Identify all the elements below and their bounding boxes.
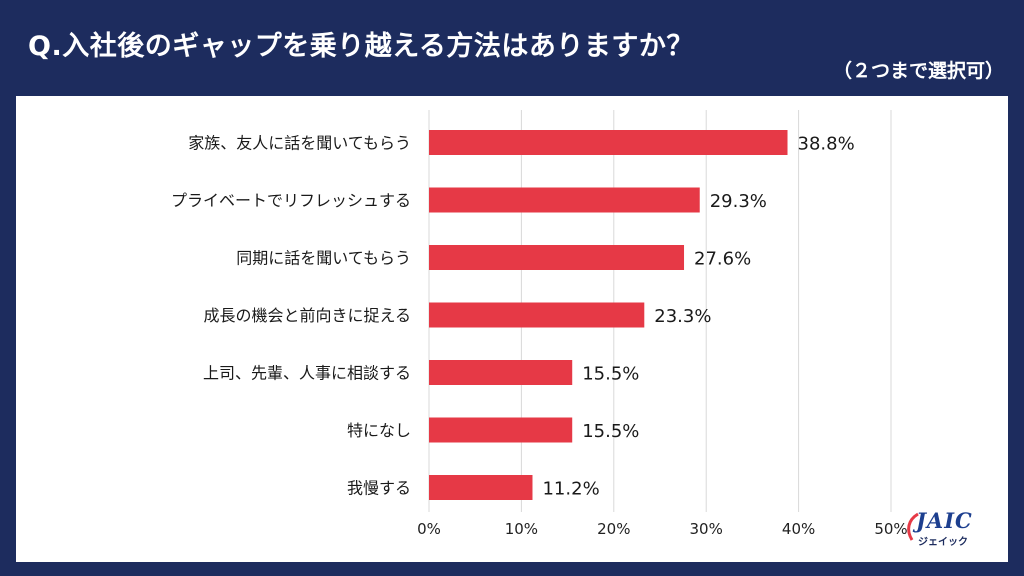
data-label: 27.6%	[694, 249, 751, 270]
data-label: 11.2%	[542, 479, 599, 500]
bar	[429, 360, 573, 385]
bar-chart: 0% 10% 20% 30% 40% 50% 家族、友人に話を聞いてもらう 38.8% プライベ…	[171, 110, 908, 538]
x-tick-label: 50%	[874, 520, 907, 538]
category-label: プライベートでリフレッシュする	[171, 191, 411, 210]
category-label: 上司、先輩、人事に相談する	[203, 364, 411, 383]
chart-panel: 0% 10% 20% 30% 40% 50% 家族、友人に話を聞いてもらう 38.8% プライベ…	[16, 96, 1008, 562]
data-label: 38.8%	[798, 134, 855, 155]
data-label: 15.5%	[582, 421, 639, 442]
data-label: 15.5%	[582, 364, 639, 385]
bar	[429, 245, 685, 270]
selection-note: （２つまで選択可）	[832, 60, 1004, 82]
category-label: 特になし	[347, 421, 411, 440]
x-tick-label: 10%	[505, 520, 538, 538]
category-label: 成長の機会と前向きに捉える	[203, 306, 411, 325]
swoosh-icon	[907, 512, 919, 541]
category-label: 我慢する	[347, 479, 411, 498]
bar	[429, 417, 573, 443]
bar	[429, 302, 645, 328]
x-tick-label: 20%	[597, 520, 630, 538]
bar	[429, 187, 700, 213]
bar	[429, 130, 788, 155]
x-tick-label: 0%	[417, 520, 441, 538]
category-label: 家族、友人に話を聞いてもらう	[188, 134, 411, 153]
data-label: 23.3%	[654, 306, 711, 327]
x-tick-label: 40%	[782, 520, 815, 538]
data-label: 29.3%	[710, 191, 767, 212]
question-title: Q.入社後のギャップを乗り越える方法はありますか？	[28, 31, 694, 62]
header: Q.入社後のギャップを乗り越える方法はありますか？ （２つまで選択可）	[0, 0, 1024, 94]
logo-subtext: ジェイック	[918, 537, 968, 548]
x-tick-label: 30%	[690, 520, 723, 538]
category-label: 同期に話を聞いてもらう	[236, 249, 411, 268]
jaic-logo: JAIC ジェイック	[902, 508, 986, 552]
logo-text: JAIC	[916, 508, 973, 533]
bar	[429, 475, 533, 500]
